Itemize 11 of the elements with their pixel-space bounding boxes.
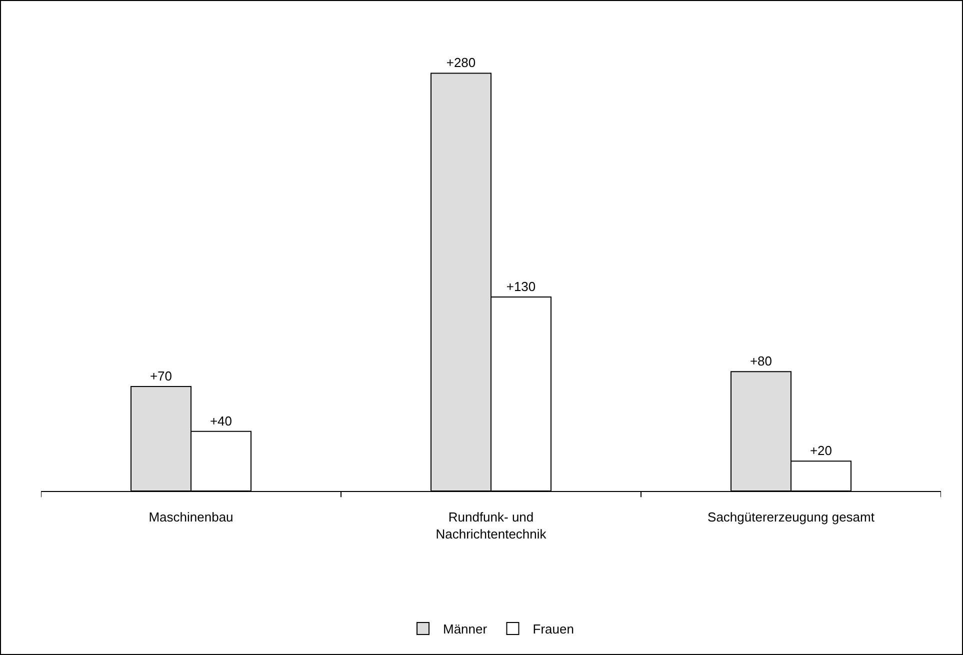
x-tick-label: Sachgütererzeugung gesamt <box>708 510 875 525</box>
legend-label: Männer <box>443 622 488 637</box>
data-label: +130 <box>506 279 536 294</box>
data-label: +280 <box>446 55 476 70</box>
data-label: +40 <box>210 413 232 428</box>
x-tick-label: Rundfunk- und Nachrichtentechnik <box>436 510 547 542</box>
data-label: +70 <box>150 368 172 384</box>
legend-label: Frauen <box>532 622 574 637</box>
data-label: +20 <box>810 443 832 458</box>
data-label: +80 <box>750 354 772 369</box>
x-tick-label: Maschinenbau <box>148 510 234 525</box>
